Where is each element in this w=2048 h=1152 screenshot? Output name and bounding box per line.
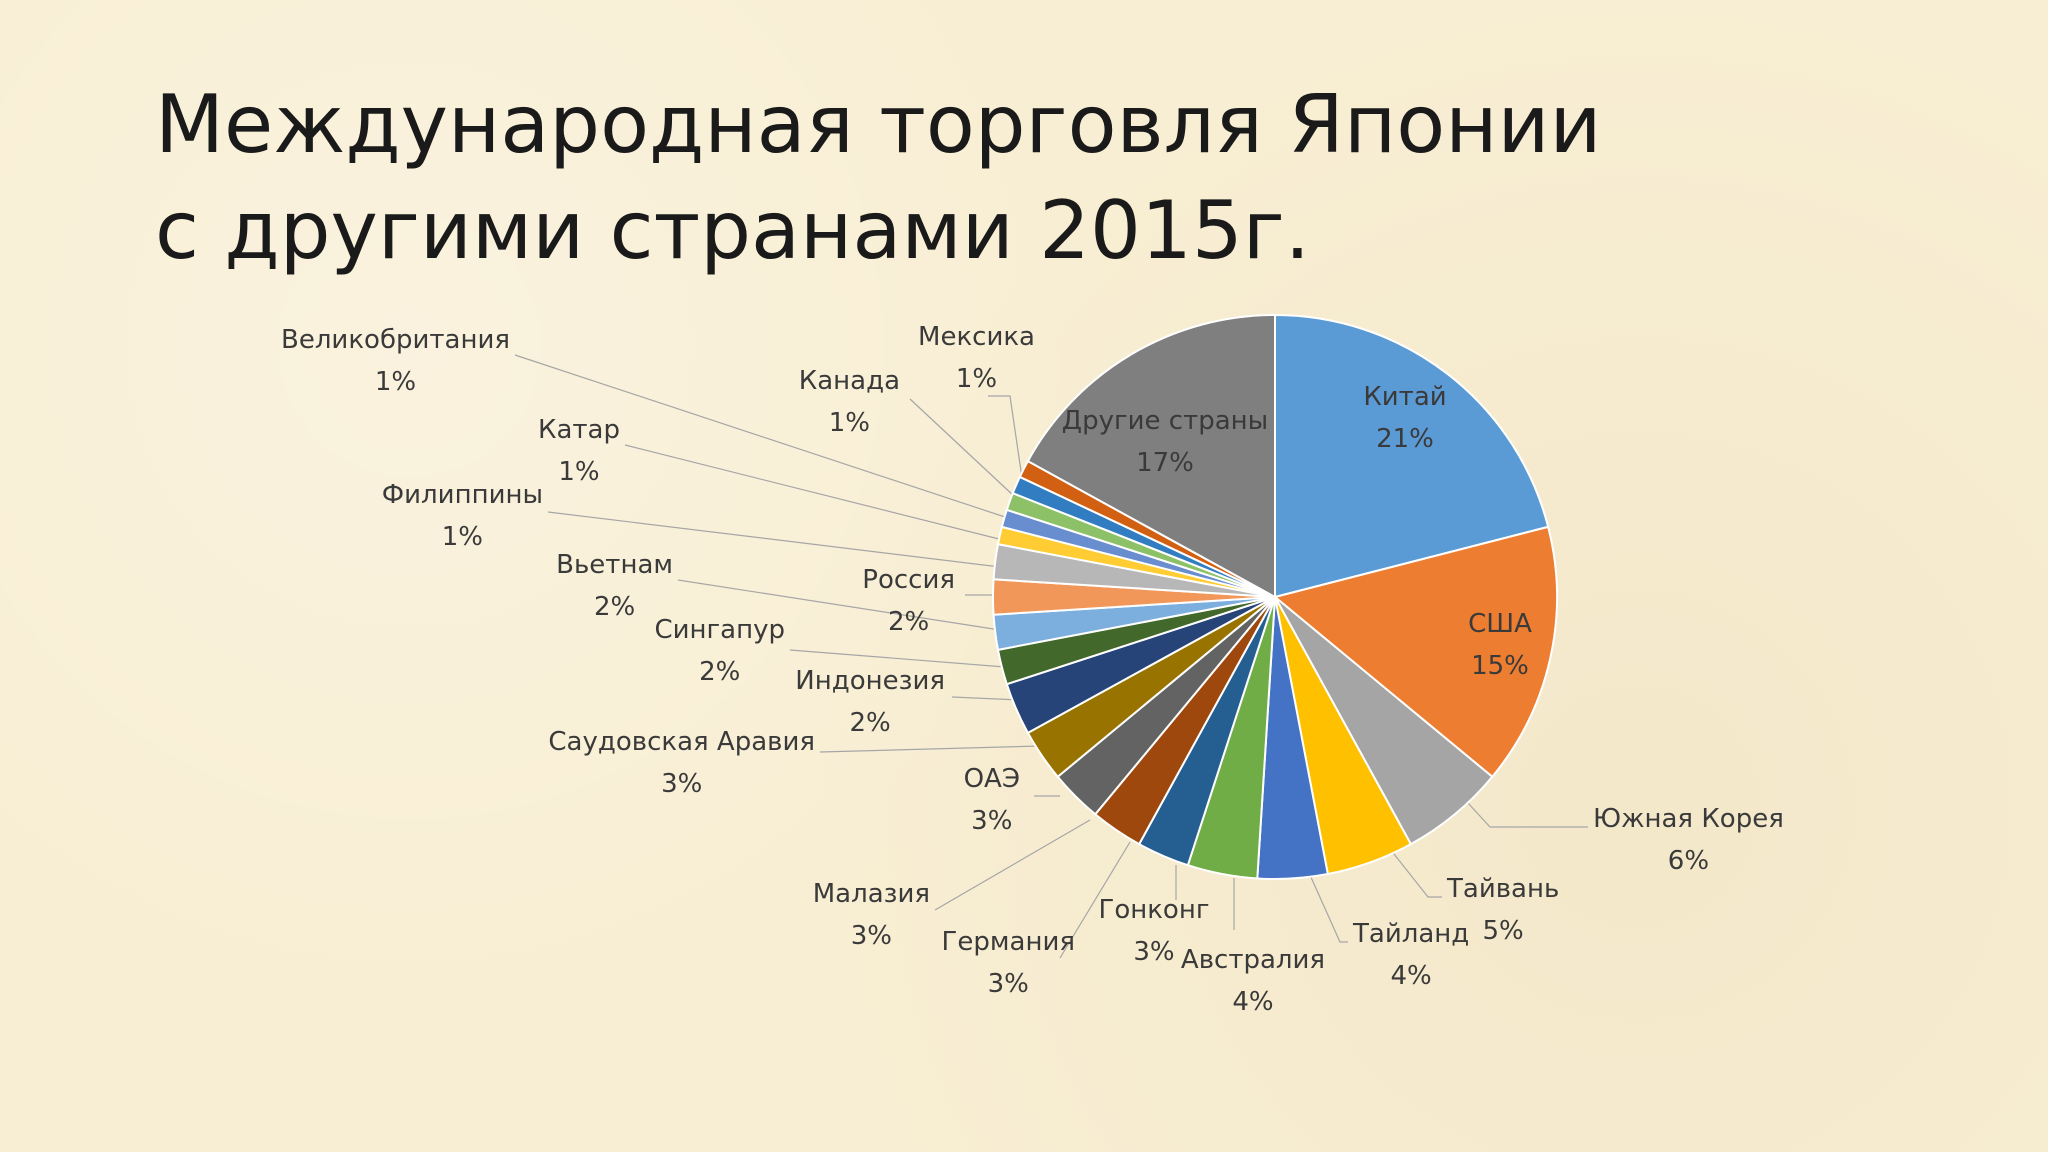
data-label: США 15% [1468, 609, 1532, 681]
data-label-value: 6% [1668, 846, 1709, 876]
leader-line [819, 745, 1041, 753]
data-label-value: 2% [850, 708, 891, 738]
data-label-category: Россия [862, 565, 955, 595]
data-label: Филиппины 1% [382, 480, 543, 552]
data-label: Германия 3% [942, 927, 1075, 999]
data-label: Вьетнам 2% [556, 550, 673, 622]
data-label-category: Другие страны [1062, 406, 1268, 436]
data-label-category: Австралия [1181, 945, 1325, 975]
data-label: Сингапур 2% [654, 615, 785, 687]
data-label-value: 3% [1133, 937, 1174, 967]
data-label-category: Индонезия [795, 666, 945, 696]
leader-line [934, 819, 1091, 911]
data-label-value: 1% [375, 367, 416, 397]
leader-line [951, 696, 1021, 701]
data-label-category: Мексика [918, 322, 1035, 352]
pie-slices [992, 313, 1558, 880]
data-label: ОАЭ 3% [964, 764, 1020, 836]
data-labels: Китай 21% США 15% Южная Корея 6% Тайвань 5% Тайл… [281, 322, 1784, 1017]
data-label-category: Малазия [813, 879, 930, 909]
pie-slice [1272, 525, 1558, 779]
leader-line [514, 354, 1009, 519]
data-label: Другие страны 17% [1062, 406, 1268, 478]
data-label-value: 2% [888, 607, 929, 637]
data-label: Южная Корея 6% [1593, 804, 1784, 876]
data-label-category: Гонконг [1098, 895, 1209, 925]
data-label-value: 5% [1483, 916, 1524, 946]
data-label-value: 3% [661, 769, 702, 799]
leader-line [789, 649, 1006, 668]
pie-slice [1274, 313, 1550, 599]
data-label-value: 2% [594, 592, 635, 622]
leader-line [1389, 848, 1442, 898]
data-label-category: Китай [1363, 382, 1446, 412]
data-label-category: ОАЭ [964, 764, 1020, 794]
data-label-value: 1% [829, 408, 870, 438]
data-label-category: Филиппины [382, 480, 543, 510]
data-label-value: 1% [558, 457, 599, 487]
data-label-value: 4% [1232, 987, 1273, 1017]
data-label-value: 3% [971, 806, 1012, 836]
data-label: Мексика 1% [918, 322, 1035, 394]
data-label: Катар 1% [538, 415, 620, 487]
leader-line [1467, 802, 1588, 828]
leader-line [547, 511, 1001, 568]
leader-line [1309, 874, 1348, 943]
data-label-category: Великобритания [281, 325, 510, 355]
data-label: Китай 21% [1363, 382, 1446, 454]
slide-title: Международная торговля Японии с другими … [155, 78, 1602, 277]
pie-slice [1026, 313, 1276, 599]
data-label-category: Южная Корея [1593, 804, 1784, 834]
data-label-category: США [1468, 609, 1532, 639]
leader-line [1059, 841, 1131, 959]
data-label: Австралия 4% [1181, 945, 1325, 1017]
data-label-value: 17% [1136, 448, 1194, 478]
leader-line [677, 579, 1001, 631]
leader-line [624, 444, 1004, 541]
data-label: Саудовская Аравия 3% [548, 727, 815, 799]
leader-line [909, 398, 1016, 498]
data-label-category: Саудовская Аравия [548, 727, 815, 757]
data-label-category: Вьетнам [556, 550, 673, 580]
data-label: Гонконг 3% [1098, 895, 1209, 967]
data-label: Тайвань 5% [1446, 874, 1559, 946]
data-label-category: Катар [538, 415, 620, 445]
data-label-category: Канада [799, 366, 900, 396]
data-label-value: 2% [699, 657, 740, 687]
data-label: Индонезия 2% [795, 666, 945, 738]
data-label-value: 15% [1471, 651, 1529, 681]
data-label-category: Тайвань [1446, 874, 1559, 904]
data-label: Канада 1% [799, 366, 900, 438]
data-label-value: 1% [956, 364, 997, 394]
data-label-value: 4% [1391, 961, 1432, 991]
data-label-category: Германия [942, 927, 1075, 957]
leader-lines [514, 354, 1588, 959]
data-label: Тайланд 4% [1352, 919, 1469, 991]
data-label: Малазия 3% [813, 879, 930, 951]
data-label-value: 3% [851, 921, 892, 951]
data-label-value: 1% [442, 522, 483, 552]
data-label-category: Тайланд [1352, 919, 1469, 949]
data-label: Великобритания 1% [281, 325, 510, 397]
leader-line [988, 395, 1023, 479]
data-label-value: 21% [1376, 424, 1434, 454]
data-label-category: Сингапур [654, 615, 785, 645]
data-label: Россия 2% [862, 565, 955, 637]
data-label-value: 3% [988, 969, 1029, 999]
